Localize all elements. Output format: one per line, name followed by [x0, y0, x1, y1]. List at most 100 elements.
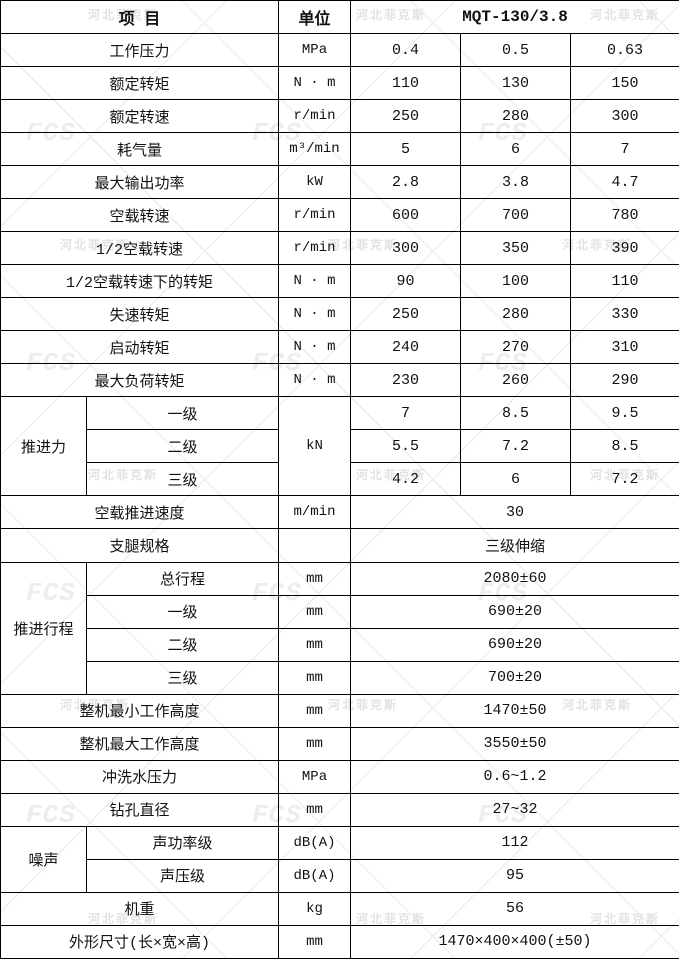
table-row: 支腿规格 三级伸缩 [0, 528, 679, 563]
table-row: 一级 mm 690±20 [1, 594, 679, 629]
value-cell: 3550±50 [350, 726, 679, 761]
value-cell: 350 [460, 231, 572, 266]
value-cell: 8.5 [570, 429, 679, 464]
unit-cell: mm [278, 660, 352, 695]
table-row: 三级 mm 700±20 [1, 660, 679, 695]
table-row: 失速转矩 N · m 250 280 330 [0, 297, 679, 332]
item-cell: 支腿规格 [0, 528, 280, 563]
table-row: 二级 mm 690±20 [1, 627, 679, 662]
table-row: 启动转矩 N · m 240 270 310 [0, 330, 679, 365]
value-cell: 310 [570, 330, 679, 365]
item-cell: 额定转矩 [0, 66, 280, 101]
value-cell: 230 [350, 363, 462, 398]
value-cell: 100 [460, 264, 572, 299]
table-row: 声压级 dB(A) 95 [1, 858, 679, 893]
sub-item-cell: 总行程 [85, 561, 280, 596]
sub-item-cell: 声功率级 [85, 825, 280, 860]
value-cell: 300 [570, 99, 679, 134]
sub-item-cell: 一级 [85, 396, 280, 431]
unit-cell: dB(A) [278, 825, 352, 860]
value-cell: 8.5 [460, 396, 572, 431]
table-row: 额定转速 r/min 250 280 300 [0, 99, 679, 134]
header-row: 项 目 单位 MQT-130/3.8 [0, 0, 679, 34]
table-row: 最大输出功率 kW 2.8 3.8 4.7 [0, 165, 679, 200]
item-cell: 耗气量 [0, 132, 280, 167]
table-row: 耗气量 m³/min 5 6 7 [0, 132, 679, 167]
item-cell: 最大输出功率 [0, 165, 280, 200]
unit-cell: N · m [278, 66, 352, 101]
value-cell: 30 [350, 495, 679, 530]
value-cell: 690±20 [350, 627, 679, 662]
unit-cell: kN [278, 396, 352, 497]
value-cell: 6 [460, 132, 572, 167]
unit-cell [278, 528, 352, 563]
unit-cell: kg [278, 891, 352, 926]
table-row: 整机最大工作高度 mm 3550±50 [0, 726, 679, 761]
sub-item-cell: 一级 [85, 594, 280, 629]
value-cell: 56 [350, 891, 679, 926]
value-cell: 5 [350, 132, 462, 167]
sub-item-cell: 二级 [85, 429, 280, 464]
value-cell: 270 [460, 330, 572, 365]
unit-cell: kW [278, 165, 352, 200]
header-model-cell: MQT-130/3.8 [350, 0, 679, 34]
unit-cell: r/min [278, 198, 352, 233]
value-cell: 5.5 [350, 429, 462, 464]
value-cell: 110 [570, 264, 679, 299]
value-cell: 4.2 [350, 462, 462, 497]
table-row: 噪声 声功率级 dB(A) 112 [0, 825, 679, 893]
value-cell: 150 [570, 66, 679, 101]
item-cell: 整机最小工作高度 [0, 693, 280, 728]
value-cell: 90 [350, 264, 462, 299]
value-cell: 700±20 [350, 660, 679, 695]
value-cell: 0.5 [460, 32, 572, 68]
value-cell: 27~32 [350, 792, 679, 827]
value-cell: 700 [460, 198, 572, 233]
value-cell: 3.8 [460, 165, 572, 200]
item-cell: 机重 [0, 891, 280, 926]
unit-cell: mm [278, 792, 352, 827]
item-cell: 启动转矩 [0, 330, 280, 365]
unit-cell: mm [278, 627, 352, 662]
unit-cell: N · m [278, 264, 352, 299]
value-cell: 95 [350, 858, 679, 893]
table-row: 整机最小工作高度 mm 1470±50 [0, 693, 679, 728]
unit-cell: dB(A) [278, 858, 352, 893]
value-cell: 0.6~1.2 [350, 759, 679, 794]
value-cell: 7 [350, 396, 462, 431]
table-row: 二级 5.5 7.2 8.5 [1, 429, 679, 464]
unit-cell: N · m [278, 363, 352, 398]
value-cell: 390 [570, 231, 679, 266]
table-row: 钻孔直径 mm 27~32 [0, 792, 679, 827]
table-row: 推进行程 总行程 mm 2080±60 [0, 561, 679, 695]
item-cell: 1/2空载转速下的转矩 [0, 264, 280, 299]
item-cell: 空载推进速度 [0, 495, 280, 530]
value-cell: 300 [350, 231, 462, 266]
value-cell: 2080±60 [350, 561, 679, 596]
value-cell: 0.63 [570, 32, 679, 68]
value-cell: 780 [570, 198, 679, 233]
table-row: 最大负荷转矩 N · m 230 260 290 [0, 363, 679, 398]
item-cell: 空载转速 [0, 198, 280, 233]
item-cell: 最大负荷转矩 [0, 363, 280, 398]
sub-item-cell: 三级 [85, 660, 280, 695]
value-cell: 110 [350, 66, 462, 101]
value-cell: 260 [460, 363, 572, 398]
group-cell: 推进行程 [0, 561, 87, 695]
value-cell: 690±20 [350, 594, 679, 629]
value-cell: 6 [460, 462, 572, 497]
table-row: 1/2空载转速 r/min 300 350 390 [0, 231, 679, 266]
value-cell: 130 [460, 66, 572, 101]
table-row: 工作压力 MPa 0.4 0.5 0.63 [0, 32, 679, 68]
unit-cell: m³/min [278, 132, 352, 167]
item-cell: 工作压力 [0, 32, 280, 68]
item-cell: 整机最大工作高度 [0, 726, 280, 761]
sub-item-cell: 三级 [85, 462, 280, 497]
table-row: 空载推进速度 m/min 30 [0, 495, 679, 530]
unit-cell: N · m [278, 330, 352, 365]
value-cell: 112 [350, 825, 679, 860]
item-cell: 额定转速 [0, 99, 280, 134]
header-item-cell: 项 目 [0, 0, 280, 34]
table-row: 外形尺寸(长×宽×高) mm 1470×400×400(±50) [0, 924, 679, 959]
unit-cell: r/min [278, 231, 352, 266]
